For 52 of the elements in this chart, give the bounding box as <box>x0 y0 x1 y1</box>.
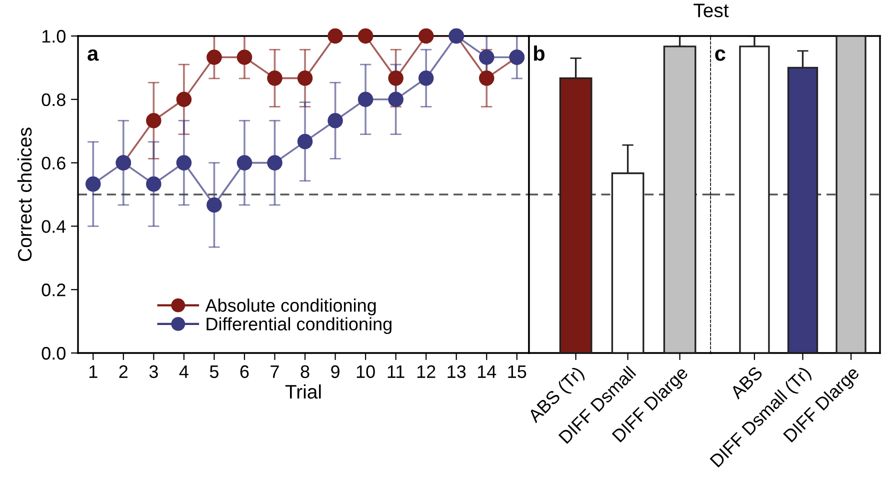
y-tick-label: 0.8 <box>42 93 66 106</box>
point <box>478 50 494 65</box>
point <box>418 70 434 86</box>
point <box>388 70 404 86</box>
x-tick-label: 13 <box>448 365 466 378</box>
x-tick-label: 10 <box>356 365 375 378</box>
point <box>236 50 252 65</box>
point <box>206 50 222 65</box>
point <box>358 28 374 44</box>
y-tick-label: 0.4 <box>42 220 66 233</box>
x-tick-label: 15 <box>508 365 526 378</box>
y-tick-label: 0.2 <box>42 284 66 296</box>
point <box>328 113 343 128</box>
point <box>297 70 313 86</box>
x-axis-title: Trial <box>285 384 321 399</box>
x-tick-label: 1 <box>89 365 98 378</box>
x-tick-label: 12 <box>417 365 436 378</box>
point <box>176 155 192 170</box>
y-tick-label: 0.6 <box>42 156 66 170</box>
point <box>85 176 101 192</box>
legend-label: Differential conditioning <box>206 317 392 334</box>
point <box>206 197 222 213</box>
annotation: b <box>534 46 545 61</box>
y-tick-label: 0.0 <box>42 346 66 360</box>
point <box>267 70 282 86</box>
point <box>146 176 162 192</box>
point <box>358 92 374 108</box>
x-tick-label: 2 <box>119 365 128 378</box>
point <box>328 28 343 44</box>
x-tick-label: 7 <box>270 365 279 378</box>
y-axis-title: Correct choices <box>17 128 32 262</box>
annotation: c <box>715 49 726 61</box>
annotation: a <box>88 49 99 61</box>
point <box>236 155 252 170</box>
point <box>267 155 282 170</box>
point <box>176 92 192 108</box>
point <box>418 28 434 44</box>
x-tick-label: 9 <box>331 365 340 378</box>
x-tick-label: 4 <box>179 365 188 378</box>
x-tick-label: 8 <box>300 365 310 378</box>
point <box>478 70 494 86</box>
legend-label: Absolute conditioning <box>205 298 376 316</box>
point <box>146 113 162 128</box>
point <box>297 134 313 150</box>
chart-title: Test <box>694 4 729 18</box>
x-tick-label: 5 <box>210 365 218 378</box>
y-tick-label: 1.0 <box>42 30 66 43</box>
point <box>388 92 404 108</box>
x-tick-label: 11 <box>388 365 404 378</box>
x-tick-label: 3 <box>149 365 158 378</box>
x-tick-label: 6 <box>240 365 249 378</box>
x-tick-label: 14 <box>478 365 496 378</box>
